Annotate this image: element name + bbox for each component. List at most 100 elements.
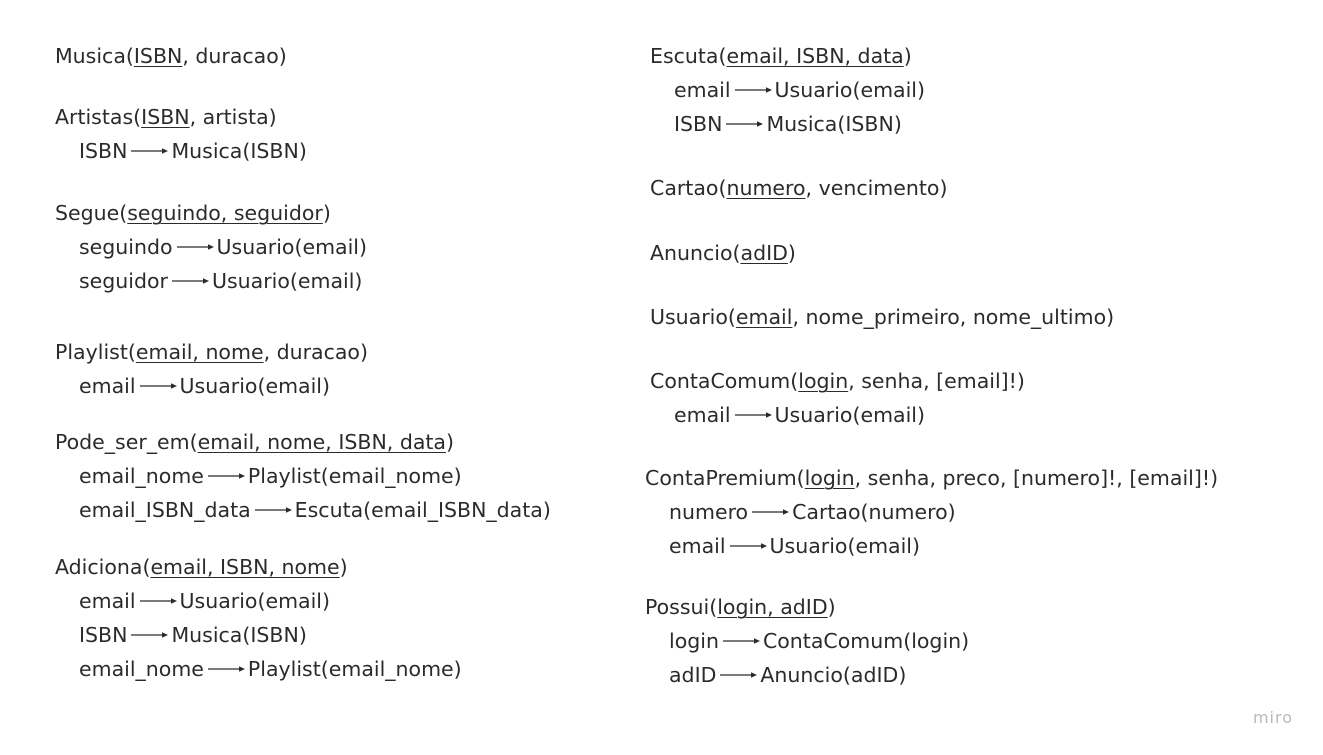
arrow-right-icon xyxy=(718,658,758,692)
relation-name: Pode_ser_em xyxy=(55,430,190,454)
close-paren: ) xyxy=(787,241,796,265)
open-paren: ( xyxy=(709,595,718,619)
primary-key: login xyxy=(798,369,849,393)
fk-target: ContaComum(login) xyxy=(762,629,970,653)
fk-attribute: seguidor xyxy=(79,269,168,293)
relation-playlist: Playlist(email, nome, duracao) email Usuar… xyxy=(55,335,368,403)
relation-name: Segue xyxy=(55,201,120,225)
primary-key: numero xyxy=(726,176,806,200)
open-paren: ( xyxy=(189,430,198,454)
arrow-right-icon xyxy=(129,618,169,652)
primary-key: login, adID xyxy=(717,595,828,619)
fk-attribute: ISBN xyxy=(674,112,723,136)
close-paren: ) xyxy=(359,340,368,364)
foreign-key: numero Cartao(numero) xyxy=(645,495,1218,529)
relation-musica: Musica(ISBN, duracao) xyxy=(55,39,287,73)
close-paren: ) xyxy=(1016,369,1025,393)
foreign-key: email_ISBN_data Escuta(email_ISBN_data) xyxy=(55,493,551,527)
fk-target: Escuta(email_ISBN_data) xyxy=(294,498,551,522)
foreign-key: ISBN Musica(ISBN) xyxy=(55,618,462,652)
primary-key: seguindo, seguidor xyxy=(127,201,323,225)
close-paren: ) xyxy=(903,44,912,68)
fk-target: Playlist(email_nome) xyxy=(247,657,462,681)
close-paren: ) xyxy=(278,44,287,68)
primary-key: adID xyxy=(740,241,788,265)
fk-attribute: email xyxy=(674,403,731,427)
fk-target: Musica(ISBN) xyxy=(171,623,307,647)
relation-header: Cartao(numero, vencimento) xyxy=(650,171,947,205)
relation-header: ContaComum(login, senha, [email]!) xyxy=(650,364,1025,398)
relation-artistas: Artistas(ISBN, artista) ISBN Musica(ISBN) xyxy=(55,100,307,168)
arrow-right-icon xyxy=(138,584,178,618)
arrow-right-icon xyxy=(206,652,246,686)
relation-adiciona: Adiciona(email, ISBN, nome) email Usuario(… xyxy=(55,550,462,686)
arrow-right-icon xyxy=(175,230,215,264)
relation-header: Escuta(email, ISBN, data) xyxy=(650,39,925,73)
open-paren: ( xyxy=(796,466,805,490)
fk-target: Musica(ISBN) xyxy=(766,112,902,136)
close-paren: ) xyxy=(1210,466,1219,490)
close-paren: ) xyxy=(827,595,836,619)
open-paren: ( xyxy=(127,340,136,364)
arrow-right-icon xyxy=(733,398,773,432)
arrow-right-icon xyxy=(721,624,761,658)
relation-name: Adiciona xyxy=(55,555,143,579)
relation-header: Playlist(email, nome, duracao) xyxy=(55,335,368,369)
arrow-right-icon xyxy=(138,369,178,403)
open-paren: ( xyxy=(732,241,741,265)
foreign-key: ISBN Musica(ISBN) xyxy=(55,134,307,168)
fk-attribute: email xyxy=(669,534,726,558)
foreign-key: email Usuario(email) xyxy=(55,369,368,403)
relation-header: ContaPremium(login, senha, preco, [numer… xyxy=(645,461,1218,495)
foreign-key: adID Anuncio(adID) xyxy=(645,658,969,692)
relation-contapremium: ContaPremium(login, senha, preco, [numer… xyxy=(645,461,1218,563)
fk-attribute: email xyxy=(674,78,731,102)
fk-target: Playlist(email_nome) xyxy=(247,464,462,488)
other-attributes: , vencimento xyxy=(805,176,940,200)
relation-contacomum: ContaComum(login, senha, [email]!) email U… xyxy=(650,364,1025,432)
other-attributes: , senha, [email]! xyxy=(848,369,1017,393)
fk-attribute: email xyxy=(79,374,136,398)
open-paren: ( xyxy=(727,305,736,329)
arrow-right-icon xyxy=(129,134,169,168)
open-paren: ( xyxy=(142,555,151,579)
foreign-key: email Usuario(email) xyxy=(650,73,925,107)
fk-target: Musica(ISBN) xyxy=(171,139,307,163)
fk-target: Usuario(email) xyxy=(769,534,920,558)
relation-name: Usuario xyxy=(650,305,728,329)
relation-header: Possui(login, adID) xyxy=(645,590,969,624)
open-paren: ( xyxy=(718,176,727,200)
primary-key: email, ISBN, nome xyxy=(150,555,340,579)
fk-attribute: adID xyxy=(669,663,717,687)
fk-target: Anuncio(adID) xyxy=(760,663,907,687)
fk-attribute: ISBN xyxy=(79,139,128,163)
relation-header: Artistas(ISBN, artista) xyxy=(55,100,307,134)
fk-attribute: numero xyxy=(669,500,749,524)
primary-key: email, nome, ISBN, data xyxy=(197,430,446,454)
arrow-right-icon xyxy=(728,529,768,563)
relation-name: Possui xyxy=(645,595,710,619)
fk-attribute: email xyxy=(79,589,136,613)
fk-attribute: email_ISBN_data xyxy=(79,498,251,522)
foreign-key: email_nome Playlist(email_nome) xyxy=(55,652,462,686)
fk-attribute: ISBN xyxy=(79,623,128,647)
close-paren: ) xyxy=(268,105,277,129)
other-attributes: , nome_primeiro, nome_ultimo xyxy=(792,305,1107,329)
relation-name: ContaPremium xyxy=(645,466,797,490)
other-attributes: , senha, preco, [numero]!, [email]! xyxy=(854,466,1211,490)
primary-key: ISBN xyxy=(141,105,190,129)
fk-target: Cartao(numero) xyxy=(792,500,956,524)
primary-key: email, nome xyxy=(135,340,264,364)
primary-key: email xyxy=(735,305,793,329)
relation-name: Artistas xyxy=(55,105,134,129)
fk-attribute: email_nome xyxy=(79,657,204,681)
other-attributes: , artista xyxy=(189,105,269,129)
arrow-right-icon xyxy=(724,107,764,141)
relation-header: Pode_ser_em(email, nome, ISBN, data) xyxy=(55,425,551,459)
relation-name: Anuncio xyxy=(650,241,733,265)
fk-target: Usuario(email) xyxy=(179,374,330,398)
relation-name: Escuta xyxy=(650,44,719,68)
relation-pode-ser-em: Pode_ser_em(email, nome, ISBN, data) emai… xyxy=(55,425,551,527)
relation-header: Usuario(email, nome_primeiro, nome_ultim… xyxy=(650,300,1114,334)
